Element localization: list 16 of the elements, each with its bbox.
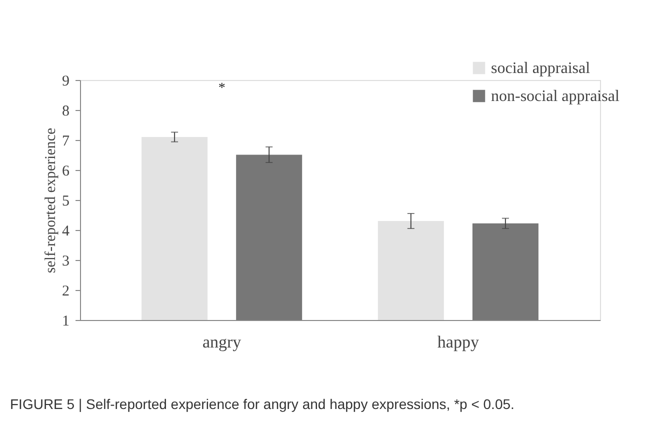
y-tick-label: 5 (62, 194, 70, 210)
y-tick-label: 4 (62, 224, 70, 240)
caption: FIGURE 5 | Self-reported experience for angry and happy expressions, *p < 0.05. (10, 396, 514, 412)
legend-label: non-social appraisal (491, 88, 620, 105)
y-axis-title: self-reported experience (43, 127, 59, 274)
y-tick-label: 3 (62, 254, 70, 270)
x-tick-label: happy (437, 332, 480, 352)
y-tick-label: 8 (62, 104, 70, 120)
x-tick-label: angry (202, 332, 242, 352)
y-tick-label: 9 (62, 74, 70, 90)
y-tick-label: 7 (62, 134, 70, 150)
y-tick-label: 2 (62, 284, 70, 300)
y-tick-label: 6 (62, 164, 70, 180)
legend-label: social appraisal (491, 60, 591, 77)
y-tick-label: 1 (62, 314, 70, 330)
annotation: * (218, 81, 226, 96)
